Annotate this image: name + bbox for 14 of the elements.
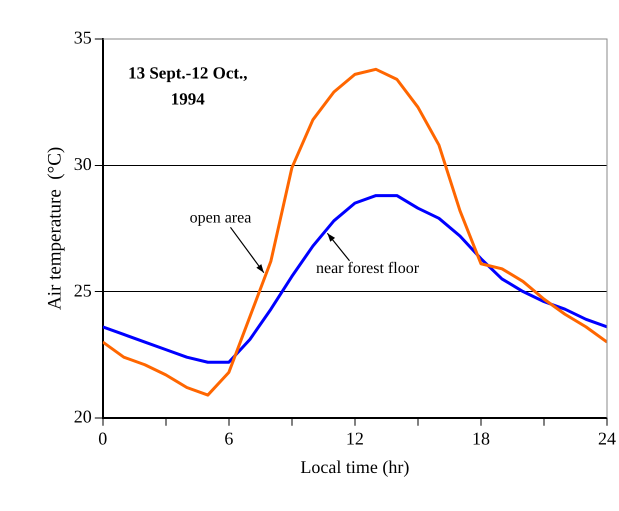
annotation: 13 Sept.-12 Oct., 1994 xyxy=(128,63,248,108)
x-axis-title: Local time (hr) xyxy=(300,456,410,477)
y-tick-label: 35 xyxy=(74,28,92,48)
x-tick-label: 18 xyxy=(472,428,490,448)
y-tick-label: 25 xyxy=(74,280,92,300)
x-tick-label: 0 xyxy=(98,428,108,448)
y-tick-label: 20 xyxy=(74,406,92,427)
x-tick-label: 24 xyxy=(598,428,616,448)
x-tick-label: 6 xyxy=(224,428,234,448)
y-tick-label: 30 xyxy=(74,154,92,174)
x-tick-label: 12 xyxy=(346,428,364,448)
series-label: open area xyxy=(190,210,252,226)
y-axis-title: Air temperature (°C) xyxy=(44,146,66,310)
series-label: near forest floor xyxy=(316,260,420,278)
